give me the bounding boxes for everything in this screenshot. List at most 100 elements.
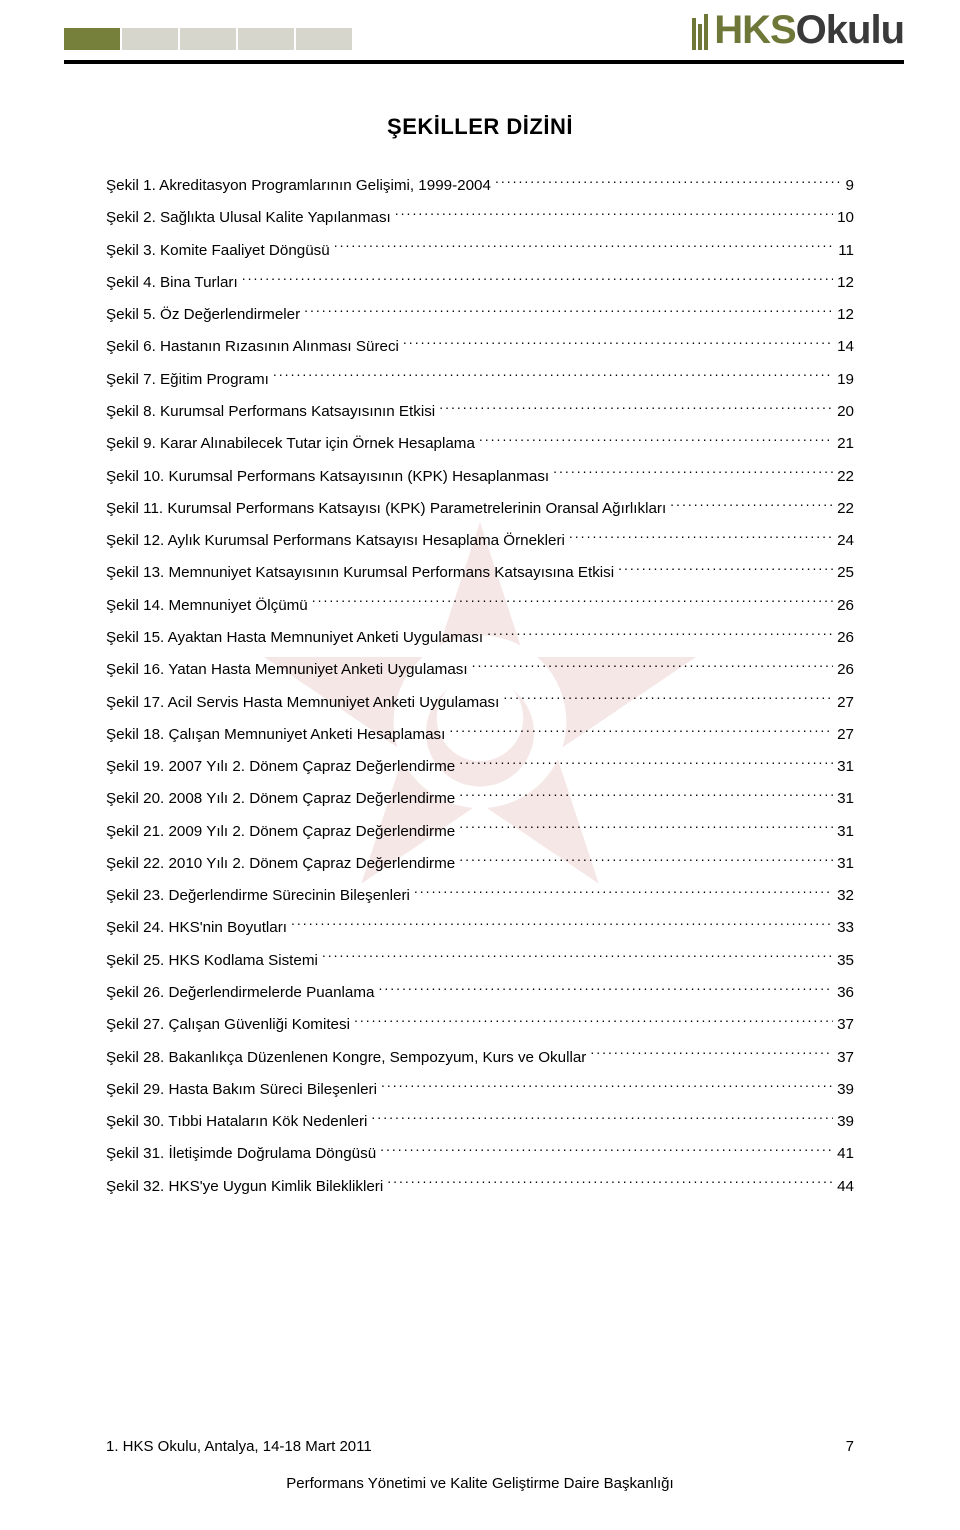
toc-item: Şekil 16. Yatan Hasta Memnuniyet Anketi … bbox=[106, 658, 854, 681]
toc-leader-dots bbox=[273, 369, 833, 384]
toc-page: 41 bbox=[837, 1142, 854, 1165]
toc-label: Şekil 19. 2007 Yılı 2. Dönem Çapraz Değe… bbox=[106, 755, 455, 778]
toc-leader-dots bbox=[569, 530, 833, 545]
toc-item: Şekil 27. Çalışan Güvenliği Komitesi37 bbox=[106, 1013, 854, 1036]
toc-label: Şekil 9. Karar Alınabilecek Tutar için Ö… bbox=[106, 432, 475, 455]
toc-leader-dots bbox=[459, 820, 833, 835]
toc-item: Şekil 31. İletişimde Doğrulama Döngüsü41 bbox=[106, 1142, 854, 1165]
toc-item: Şekil 5. Öz Değerlendirmeler12 bbox=[106, 303, 854, 326]
toc-page: 31 bbox=[837, 852, 854, 875]
toc-page: 27 bbox=[837, 691, 854, 714]
toc-page: 27 bbox=[837, 723, 854, 746]
toc-item: Şekil 22. 2010 Yılı 2. Dönem Çapraz Değe… bbox=[106, 852, 854, 875]
toc-label: Şekil 12. Aylık Kurumsal Performans Kats… bbox=[106, 529, 565, 552]
toc-page: 20 bbox=[837, 400, 854, 423]
toc-item: Şekil 10. Kurumsal Performans Katsayısın… bbox=[106, 465, 854, 488]
toc-leader-dots bbox=[459, 756, 833, 771]
toc-label: Şekil 28. Bakanlıkça Düzenlenen Kongre, … bbox=[106, 1046, 586, 1069]
footer-event: 1. HKS Okulu, Antalya, 14-18 Mart 2011 bbox=[106, 1438, 372, 1455]
toc-label: Şekil 17. Acil Servis Hasta Memnuniyet A… bbox=[106, 691, 499, 714]
toc-label: Şekil 32. HKS'ye Uygun Kimlik Bileklikle… bbox=[106, 1175, 383, 1198]
toc-label: Şekil 24. HKS'nin Boyutları bbox=[106, 916, 287, 939]
toc-page: 10 bbox=[837, 206, 854, 229]
toc-leader-dots bbox=[395, 207, 833, 222]
toc-leader-dots bbox=[553, 465, 833, 480]
toc-page: 37 bbox=[837, 1013, 854, 1036]
toc-page: 33 bbox=[837, 916, 854, 939]
toc-item: Şekil 6. Hastanın Rızasının Alınması Sür… bbox=[106, 335, 854, 358]
toc-leader-dots bbox=[304, 304, 833, 319]
toc-leader-dots bbox=[590, 1046, 833, 1061]
toc-leader-dots bbox=[487, 627, 833, 642]
toc-item: Şekil 15. Ayaktan Hasta Memnuniyet Anket… bbox=[106, 626, 854, 649]
toc-page: 24 bbox=[837, 529, 854, 552]
toc-page: 39 bbox=[837, 1078, 854, 1101]
toc-leader-dots bbox=[387, 1176, 833, 1191]
toc-label: Şekil 1. Akreditasyon Programlarının Gel… bbox=[106, 174, 491, 197]
table-of-contents: Şekil 1. Akreditasyon Programlarının Gel… bbox=[106, 174, 854, 1198]
toc-label: Şekil 26. Değerlendirmelerde Puanlama bbox=[106, 981, 374, 1004]
toc-label: Şekil 30. Tıbbi Hataların Kök Nedenleri bbox=[106, 1110, 367, 1133]
toc-label: Şekil 29. Hasta Bakım Süreci Bileşenleri bbox=[106, 1078, 377, 1101]
toc-leader-dots bbox=[479, 433, 833, 448]
header-logo: HKSOkulu bbox=[692, 10, 904, 50]
toc-leader-dots bbox=[381, 1079, 833, 1094]
toc-item: Şekil 8. Kurumsal Performans Katsayısını… bbox=[106, 400, 854, 423]
toc-leader-dots bbox=[495, 175, 842, 190]
toc-item: Şekil 17. Acil Servis Hasta Memnuniyet A… bbox=[106, 691, 854, 714]
toc-label: Şekil 2. Sağlıkta Ulusal Kalite Yapılanm… bbox=[106, 206, 391, 229]
toc-item: Şekil 30. Tıbbi Hataların Kök Nedenleri 3… bbox=[106, 1110, 854, 1133]
toc-item: Şekil 29. Hasta Bakım Süreci Bileşenleri… bbox=[106, 1078, 854, 1101]
toc-item: Şekil 7. Eğitim Programı 19 bbox=[106, 368, 854, 391]
toc-page: 35 bbox=[837, 949, 854, 972]
toc-leader-dots bbox=[334, 239, 835, 254]
toc-leader-dots bbox=[371, 1111, 833, 1126]
toc-page: 25 bbox=[837, 561, 854, 584]
toc-page: 31 bbox=[837, 787, 854, 810]
toc-leader-dots bbox=[354, 1014, 833, 1029]
header-blocks bbox=[64, 28, 352, 50]
toc-item: Şekil 20. 2008 Yılı 2. Dönem Çapraz Değe… bbox=[106, 787, 854, 810]
logo-hks: HKS bbox=[714, 8, 795, 52]
toc-page: 39 bbox=[837, 1110, 854, 1133]
page-title: ŞEKİLLER DİZİNİ bbox=[106, 114, 854, 140]
toc-page: 19 bbox=[837, 368, 854, 391]
toc-item: Şekil 1. Akreditasyon Programlarının Gel… bbox=[106, 174, 854, 197]
toc-page: 26 bbox=[837, 658, 854, 681]
toc-label: Şekil 7. Eğitim Programı bbox=[106, 368, 269, 391]
toc-label: Şekil 5. Öz Değerlendirmeler bbox=[106, 303, 300, 326]
footer-department: Performans Yönetimi ve Kalite Geliştirme… bbox=[106, 1475, 854, 1492]
toc-page: 37 bbox=[837, 1046, 854, 1069]
toc-item: Şekil 14. Memnuniyet Ölçümü26 bbox=[106, 594, 854, 617]
toc-page: 26 bbox=[837, 626, 854, 649]
toc-item: Şekil 18. Çalışan Memnuniyet Anketi Hesa… bbox=[106, 723, 854, 746]
toc-page: 31 bbox=[837, 820, 854, 843]
toc-page: 12 bbox=[837, 271, 854, 294]
toc-item: Şekil 25. HKS Kodlama Sistemi35 bbox=[106, 949, 854, 972]
toc-page: 32 bbox=[837, 884, 854, 907]
toc-leader-dots bbox=[618, 562, 833, 577]
toc-label: Şekil 4. Bina Turları bbox=[106, 271, 238, 294]
toc-label: Şekil 22. 2010 Yılı 2. Dönem Çapraz Değe… bbox=[106, 852, 455, 875]
toc-leader-dots bbox=[380, 1143, 833, 1158]
toc-leader-dots bbox=[414, 885, 833, 900]
toc-item: Şekil 4. Bina Turları 12 bbox=[106, 271, 854, 294]
toc-item: Şekil 21. 2009 Yılı 2. Dönem Çapraz Değe… bbox=[106, 820, 854, 843]
toc-item: Şekil 9. Karar Alınabilecek Tutar için Ö… bbox=[106, 432, 854, 455]
toc-item: Şekil 13. Memnuniyet Katsayısının Kurums… bbox=[106, 561, 854, 584]
toc-leader-dots bbox=[449, 724, 833, 739]
toc-page: 44 bbox=[837, 1175, 854, 1198]
toc-label: Şekil 21. 2009 Yılı 2. Dönem Çapraz Değe… bbox=[106, 820, 455, 843]
logo-bars-icon bbox=[692, 14, 708, 50]
toc-item: Şekil 19. 2007 Yılı 2. Dönem Çapraz Değe… bbox=[106, 755, 854, 778]
toc-item: Şekil 23. Değerlendirme Sürecinin Bileşe… bbox=[106, 884, 854, 907]
toc-page: 9 bbox=[846, 174, 854, 197]
toc-page: 22 bbox=[837, 465, 854, 488]
toc-leader-dots bbox=[459, 788, 833, 803]
toc-item: Şekil 26. Değerlendirmelerde Puanlama36 bbox=[106, 981, 854, 1004]
toc-leader-dots bbox=[291, 917, 833, 932]
toc-leader-dots bbox=[670, 498, 833, 513]
toc-label: Şekil 20. 2008 Yılı 2. Dönem Çapraz Değe… bbox=[106, 787, 455, 810]
toc-label: Şekil 10. Kurumsal Performans Katsayısın… bbox=[106, 465, 549, 488]
toc-page: 26 bbox=[837, 594, 854, 617]
